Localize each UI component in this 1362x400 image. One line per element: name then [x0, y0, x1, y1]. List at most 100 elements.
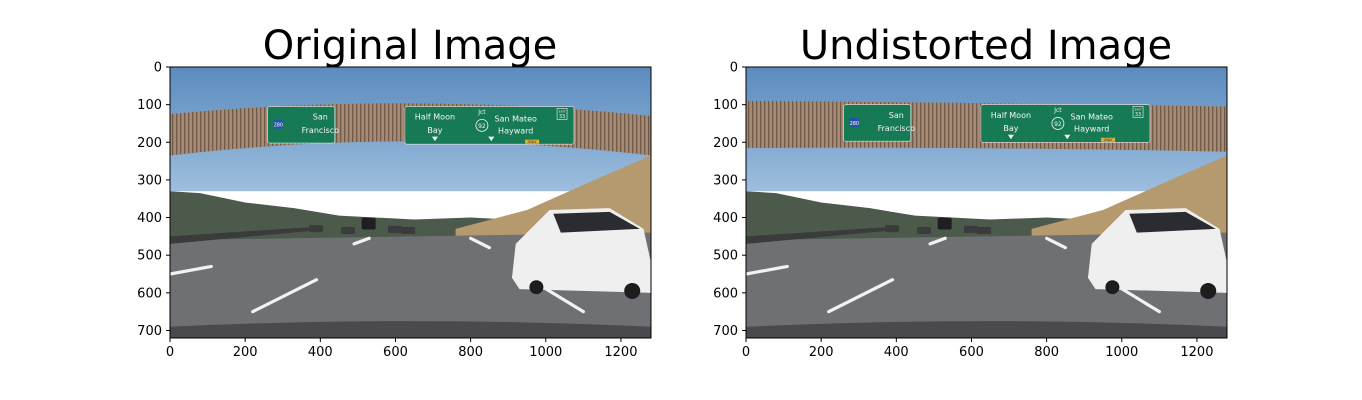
x-tick-label: 600: [383, 345, 408, 360]
down-arrow-icon: [488, 136, 495, 142]
y-tick-label: 200: [137, 136, 162, 151]
lane-marking: [746, 264, 789, 276]
sign-line: Francisco: [878, 124, 915, 133]
exit-number: 33: [559, 114, 565, 120]
down-arrow-icon: [1007, 134, 1014, 140]
x-tick-label: 1000: [529, 345, 562, 360]
suv-wheel: [1105, 280, 1120, 295]
distant-car: [916, 226, 931, 234]
exit-number: 33: [1135, 112, 1141, 118]
sign-line: San Mateo: [495, 115, 537, 124]
state-route-shield-icon: [475, 118, 489, 132]
y-tick-label: 700: [713, 324, 738, 339]
road-photo: 280 San Francisco Half Moon Bay Jct 92 San Mate…: [170, 67, 651, 338]
y-tick-label: 700: [137, 324, 162, 339]
car-hood: [746, 321, 1227, 338]
y-tick-label: 300: [137, 173, 162, 188]
shield-number: 280: [850, 121, 860, 127]
sign-line: Bay: [1003, 124, 1018, 133]
x-tick-label: 800: [458, 345, 483, 360]
lane-marking: [170, 264, 213, 276]
y-tick-label: 600: [713, 286, 738, 301]
down-arrow-icon: [1064, 134, 1071, 140]
y-tick-label: 0: [154, 61, 162, 76]
lane-marking: [469, 236, 492, 250]
y-tick-label: 500: [713, 249, 738, 264]
x-axis: 0 200 400 600 800 1000 1200: [742, 338, 1213, 360]
distant-car: [977, 226, 992, 234]
interstate-shield-icon: [849, 117, 860, 127]
x-tick-label: 1000: [1105, 345, 1138, 360]
x-tick-label: 1200: [604, 345, 637, 360]
road-photo: 280 San Francisco Half Moon Bay Jct 92 San Mate…: [746, 67, 1227, 338]
sign-line: San: [889, 111, 904, 120]
sign-san-francisco: 280 San Francisco: [267, 106, 339, 144]
shield-number: 92: [1054, 121, 1062, 128]
panel-original: Original Image 280 San Francisco Half Moon B…: [137, 23, 652, 360]
median-barrier: [170, 226, 313, 244]
distant-car: [401, 226, 416, 234]
y-tick-label: 200: [713, 136, 738, 151]
y-tick-label: 400: [137, 211, 162, 226]
sign-line: Half Moon: [991, 111, 1031, 120]
y-tick-label: 600: [137, 286, 162, 301]
state-route-shield-icon: [1051, 117, 1065, 130]
y-tick-label: 100: [137, 98, 162, 113]
panel-title: Original Image: [263, 23, 558, 69]
sign-board: [267, 106, 336, 144]
panel-undistorted: Undistorted Image 280 San Francisco Half Mo…: [713, 23, 1228, 360]
suv-window: [1129, 211, 1216, 233]
x-tick-label: 0: [742, 345, 750, 360]
sign-line: San Mateo: [1071, 113, 1113, 122]
y-tick-label: 300: [713, 173, 738, 188]
y-axis: 0 100 200 300 400 500 600 700: [137, 61, 170, 339]
hills: [170, 191, 509, 241]
sign-jct: Jct: [477, 109, 486, 116]
suv-wheel: [529, 280, 544, 295]
lane-marking: [352, 236, 371, 246]
lane-marking: [1045, 236, 1068, 250]
panel-title: Undistorted Image: [800, 23, 1172, 69]
exit-label: EXIT: [1135, 108, 1142, 112]
sign-line: San: [313, 113, 328, 122]
suv-wheel: [624, 282, 641, 299]
only-plate-text: ONLY: [1104, 138, 1114, 142]
lane-marking: [827, 278, 895, 314]
x-tick-label: 400: [308, 345, 333, 360]
x-tick-label: 0: [166, 345, 174, 360]
sign-line: Hayward: [1074, 125, 1109, 134]
white-suv: [1087, 208, 1227, 299]
suv-wheel: [1200, 282, 1217, 299]
median-barrier: [746, 226, 889, 244]
x-tick-label: 200: [809, 345, 834, 360]
axes-frame: [745, 66, 1228, 339]
distant-car: [340, 226, 355, 234]
car-hood: [170, 321, 651, 338]
x-tick-label: 800: [1034, 345, 1059, 360]
only-plate-text: ONLY: [528, 140, 538, 144]
axes-frame: [169, 66, 652, 339]
suv-window: [553, 211, 640, 233]
lane-marking: [251, 278, 319, 314]
dark-suv: [937, 217, 952, 230]
distant-car: [885, 225, 900, 233]
y-tick-label: 500: [137, 249, 162, 264]
shield-number: 92: [478, 123, 486, 130]
exit-box: [556, 108, 568, 120]
sign-board: [980, 104, 1151, 143]
only-plate: [1101, 137, 1116, 142]
shield-number: 280: [274, 123, 284, 129]
y-tick-label: 400: [713, 211, 738, 226]
distant-car: [309, 225, 324, 233]
interstate-shield-icon: [273, 119, 284, 129]
down-arrow-icon: [431, 136, 438, 142]
dark-suv: [361, 217, 376, 230]
sign-jct: Jct: [1053, 107, 1062, 114]
distant-car: [963, 225, 978, 233]
sign-line: Hayward: [498, 127, 533, 136]
white-suv: [511, 208, 651, 299]
x-tick-label: 1200: [1180, 345, 1213, 360]
